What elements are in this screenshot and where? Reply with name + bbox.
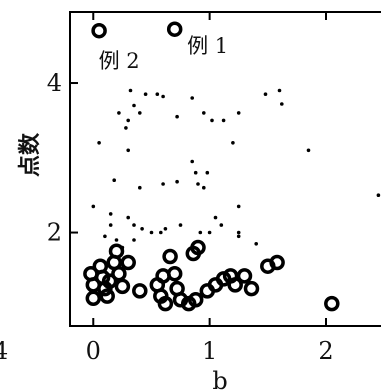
dot-point-41 [306,148,311,153]
dot-point-29 [91,204,96,209]
dot-point-33 [132,223,136,227]
dot-point-20 [190,159,194,164]
annotation-example-1: 例 1 [187,34,228,58]
dot-point-16 [277,88,282,93]
open-circle-point-36 [269,254,285,271]
open-circle-point-0 [91,22,107,39]
open-circle-point-27 [190,239,206,256]
annotation-example-2: 例 2 [99,49,140,73]
dot-point-37 [219,223,224,227]
dot-point-22 [196,182,200,186]
dot-point-47 [114,238,119,242]
dot-point-3 [155,92,160,96]
open-circle-point-9 [101,273,118,289]
dot-point-12 [210,118,214,123]
open-circle-point-19 [157,295,174,312]
y-tick-label-4: 4 [47,69,62,97]
dot-point-7 [126,118,130,123]
dot-point-23 [205,170,210,175]
dot-point-10 [190,96,194,100]
dot-point-13 [221,118,226,123]
dot-point-14 [236,111,241,115]
dot-point-38 [236,230,241,235]
open-circle-point-11 [108,243,125,259]
open-circle-point-14 [120,254,136,271]
dot-point-44 [159,230,163,235]
chart-marks [83,21,381,312]
plot-frame [69,11,381,327]
x-tick-label-1: 1 [202,337,217,365]
dot-point-52 [231,141,235,145]
open-circle-point-12 [111,265,127,282]
open-circle-point-20 [162,248,178,265]
dot-point-39 [236,234,241,239]
dot-point-45 [178,223,183,227]
dot-point-0 [128,88,133,93]
open-circle-point-37 [324,295,340,312]
dot-point-50 [149,230,154,235]
dot-point-2 [143,92,148,96]
dot-point-9 [175,114,179,119]
dot-point-21 [193,170,198,175]
open-circle-point-8 [99,288,115,304]
open-circle-point-34 [243,280,260,297]
dot-point-34 [140,227,144,231]
dot-point-17 [280,102,284,106]
x-tick-label-2: 2 [318,337,333,365]
dot-point-46 [103,234,107,239]
dot-point-49 [132,238,136,242]
dot-point-19 [126,148,130,153]
open-circle-point-26 [187,292,204,308]
dot-point-27 [138,185,142,190]
dot-point-1 [132,103,136,108]
open-circle-point-13 [114,278,131,295]
dot-point-26 [161,182,165,186]
dot-point-11 [202,111,206,115]
dot-point-28 [112,178,116,182]
dot-point-18 [97,141,101,145]
dot-point-48 [120,245,125,250]
dot-point-43 [163,227,168,231]
x-tick-label-0: 0 [86,337,101,365]
dot-point-6 [117,111,121,115]
open-circle-point-4 [85,290,102,307]
open-circle-point-15 [132,283,148,299]
dot-point-24 [202,185,206,190]
dot-point-25 [175,179,179,184]
dot-point-53 [198,230,203,235]
x-axis-label: b [212,367,227,392]
dot-point-4 [161,94,165,99]
dot-point-8 [124,126,128,130]
dot-point-30 [108,212,113,216]
open-circle-point-1 [166,21,183,37]
dot-point-15 [263,92,268,96]
left-edge-tick-label: 4 [0,337,8,365]
dot-point-36 [213,215,218,220]
open-circle-point-32 [227,277,243,293]
dot-point-51 [207,230,212,235]
y-axis-label: 点数 [17,132,43,177]
open-circle-point-33 [236,268,253,284]
axis-ticks [70,12,327,326]
dot-point-5 [138,111,142,115]
dot-point-35 [236,204,241,209]
dot-point-32 [126,215,130,220]
open-circle-point-21 [166,265,183,282]
dot-point-42 [376,193,381,197]
dot-point-31 [108,223,113,227]
dot-point-40 [254,242,258,246]
y-tick-label-2: 2 [47,219,62,247]
